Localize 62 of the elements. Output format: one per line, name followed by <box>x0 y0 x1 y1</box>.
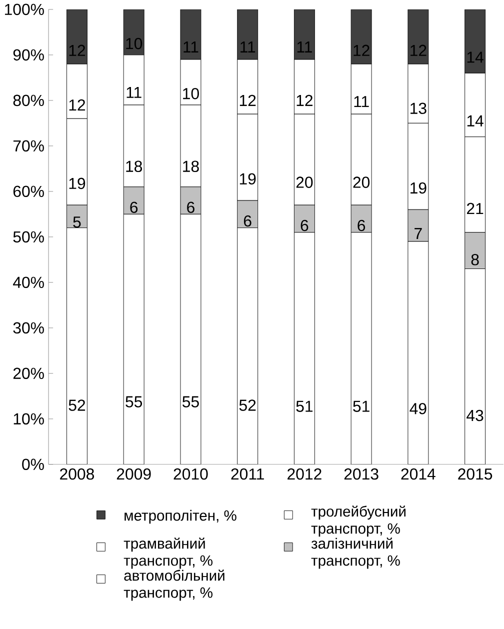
data-label: 55 <box>182 396 200 408</box>
data-label: 52 <box>68 400 86 411</box>
y-tick-label: 20% <box>14 368 44 380</box>
data-label: 55 <box>126 396 142 408</box>
data-label: 51 <box>296 400 313 412</box>
x-tick-label: 2012 <box>288 468 322 480</box>
data-label: 12 <box>296 94 313 106</box>
data-label: 12 <box>240 94 256 106</box>
legend-label: залізничний транспорт, % <box>311 538 400 569</box>
data-label: 14 <box>468 52 484 63</box>
y-tick-label: 80% <box>13 94 44 106</box>
data-label: 19 <box>240 173 256 185</box>
data-label: 49 <box>410 403 426 414</box>
data-label: 12 <box>69 44 86 56</box>
x-tick-label: 2014 <box>401 468 436 480</box>
data-label: 11 <box>240 41 256 52</box>
y-tick-label: 10% <box>14 413 44 425</box>
legend-label: метрополітен, % <box>124 510 237 524</box>
data-label: 14 <box>468 115 484 126</box>
data-label: 11 <box>354 96 369 108</box>
data-label: 6 <box>187 202 195 213</box>
data-label: 18 <box>126 160 142 172</box>
data-label: 52 <box>240 400 256 411</box>
data-label: 11 <box>126 86 142 98</box>
data-label: 18 <box>183 160 200 172</box>
y-tick-label: 30% <box>13 322 44 334</box>
data-label: 12 <box>354 44 370 56</box>
x-tick-label: 2009 <box>117 468 151 480</box>
x-tick-label: 2008 <box>60 468 94 480</box>
y-tick-label: 0% <box>22 458 44 470</box>
data-label: 6 <box>130 202 138 213</box>
data-label: 13 <box>410 102 426 114</box>
data-label: 20 <box>353 176 370 188</box>
data-label: 21 <box>467 202 484 214</box>
data-label: 12 <box>69 99 86 111</box>
data-label: 10 <box>183 88 200 100</box>
y-tick-label: 40% <box>13 276 44 288</box>
y-tick-label: 70% <box>14 140 44 152</box>
data-label: 11 <box>184 41 198 52</box>
x-tick-label: 2011 <box>231 468 264 480</box>
data-label: 6 <box>244 215 252 227</box>
data-label: 11 <box>298 41 312 52</box>
y-tick-label: 50% <box>13 231 44 243</box>
data-label: 10 <box>126 38 142 50</box>
data-label: 5 <box>73 216 81 228</box>
y-tick-label: 100% <box>5 4 44 16</box>
data-label: 12 <box>410 44 426 56</box>
data-label: 51 <box>353 400 370 412</box>
data-label: 8 <box>471 254 479 266</box>
data-label: 20 <box>296 176 313 188</box>
x-tick-label: 2010 <box>174 468 208 480</box>
data-label: 6 <box>300 220 308 232</box>
x-tick-label: 2015 <box>458 468 492 480</box>
legend-label: автомобільний транспорт, % <box>124 570 224 601</box>
y-tick-label: 90% <box>14 49 44 61</box>
data-label: 6 <box>358 220 366 232</box>
data-label: 19 <box>69 178 86 190</box>
x-tick-label: 2013 <box>344 468 378 480</box>
data-label: 43 <box>466 410 484 422</box>
data-label: 19 <box>410 182 426 194</box>
y-tick-label: 60% <box>14 186 44 198</box>
data-label: 7 <box>414 228 422 239</box>
